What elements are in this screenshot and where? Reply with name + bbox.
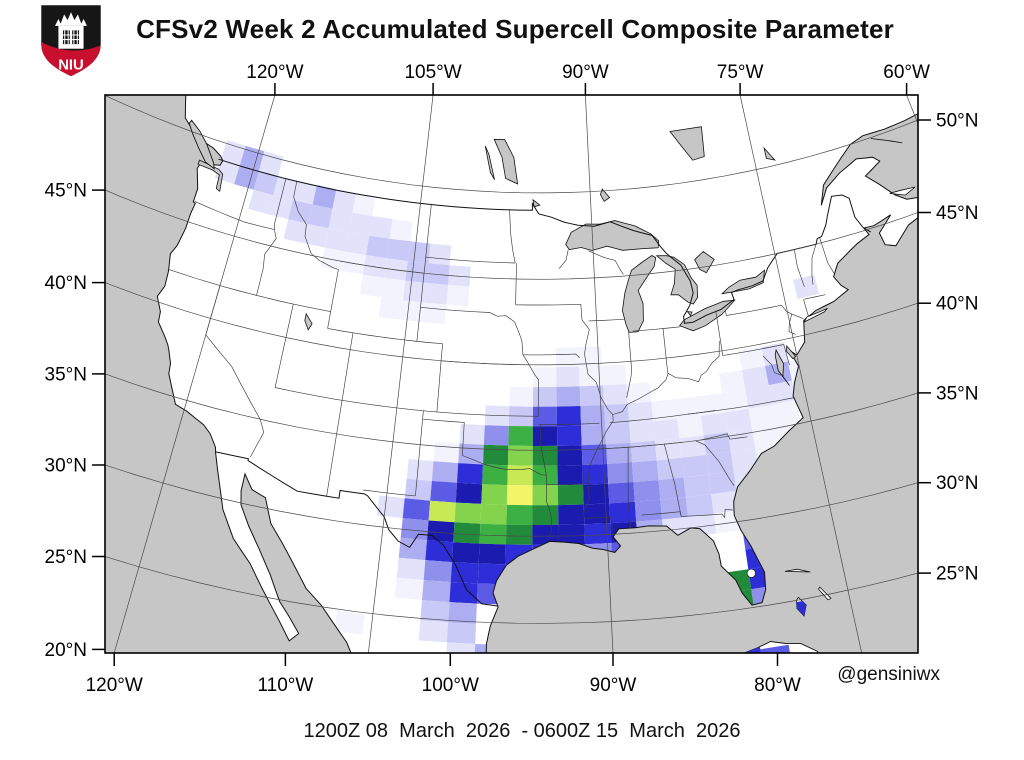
top-tick-label: 75°W	[717, 62, 764, 83]
bottom-tick-label: 90°W	[590, 675, 637, 696]
state-borders	[168, 178, 835, 540]
niu-logo: NIU	[41, 5, 101, 77]
top-tick-label: 120°W	[246, 62, 303, 83]
axis-ticks: 120°W 105°W 90°W 75°W 60°W 120°W 110°W 100°W 90°…	[45, 62, 979, 696]
pacific-ocean	[105, 95, 352, 653]
lakes	[304, 126, 797, 386]
bottom-tick-label: 80°W	[754, 675, 801, 696]
left-tick-label: 45°N	[45, 181, 87, 202]
lake-okeechobee	[746, 568, 756, 578]
right-tick-label: 35°N	[936, 383, 978, 404]
attribution-handle: @gensiniwx	[837, 664, 940, 685]
niu-castle-tower-icon	[58, 25, 84, 49]
niu-logo-text: NIU	[58, 57, 84, 73]
chart-title: CFSv2 Week 2 Accumulated Supercell Compo…	[136, 14, 894, 44]
right-tick-label: 50°N	[936, 111, 978, 132]
left-tick-label: 30°N	[45, 456, 87, 477]
niu-castle-window-grid-icon	[63, 30, 79, 45]
right-tick-label: 45°N	[936, 203, 978, 224]
niu-castle-crown-icon	[55, 12, 87, 26]
right-tick-label: 30°N	[936, 473, 978, 494]
left-tick-label: 20°N	[45, 640, 87, 661]
niu-castle-windows-icon	[63, 30, 79, 45]
right-tick-label: 25°N	[936, 564, 978, 585]
top-tick-label: 60°W	[883, 62, 930, 83]
top-tick-label: 105°W	[404, 62, 461, 83]
left-tick-label: 35°N	[45, 364, 87, 385]
bottom-tick-label: 100°W	[422, 675, 479, 696]
left-tick-label: 25°N	[45, 547, 87, 568]
us-mexico-border	[215, 451, 499, 607]
bottom-tick-label: 110°W	[257, 675, 313, 696]
left-tick-label: 40°N	[45, 273, 87, 294]
vancouver-island	[188, 119, 215, 170]
valid-period-caption: 1200Z 08 March 2026 - 0600Z 15 March 202…	[303, 720, 741, 742]
right-tick-label: 40°N	[936, 294, 978, 315]
graticule	[105, 95, 918, 653]
bottom-tick-label: 120°W	[86, 675, 143, 696]
top-tick-label: 90°W	[562, 62, 609, 83]
niu-swoosh	[41, 41, 101, 77]
